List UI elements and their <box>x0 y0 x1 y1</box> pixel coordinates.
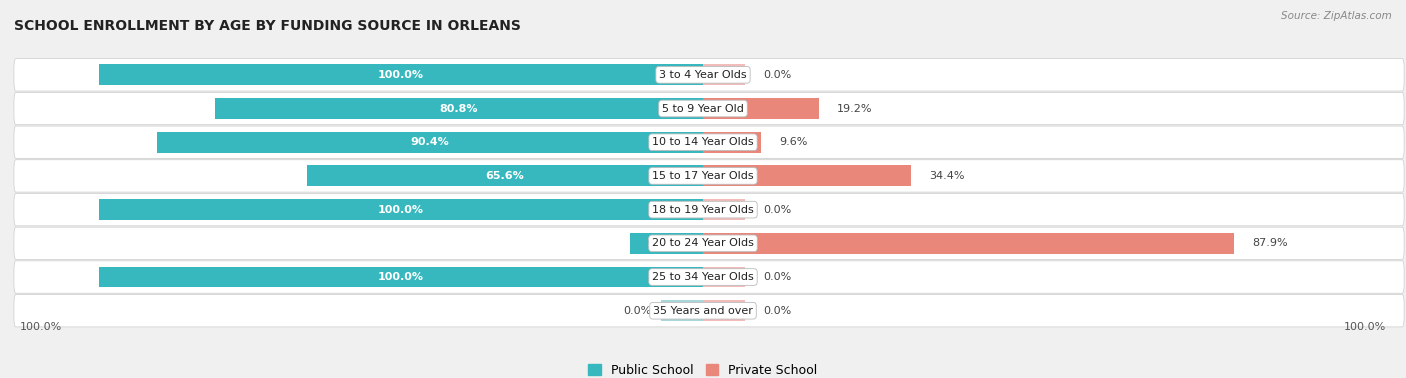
Text: 100.0%: 100.0% <box>378 70 423 80</box>
Text: 90.4%: 90.4% <box>411 137 449 147</box>
Bar <box>98 64 703 85</box>
FancyBboxPatch shape <box>14 294 1405 327</box>
FancyBboxPatch shape <box>14 92 1405 125</box>
Bar <box>703 166 911 186</box>
Text: 100.0%: 100.0% <box>378 204 423 215</box>
Text: 15 to 17 Year Olds: 15 to 17 Year Olds <box>652 171 754 181</box>
Text: 18 to 19 Year Olds: 18 to 19 Year Olds <box>652 204 754 215</box>
Text: 3 to 4 Year Olds: 3 to 4 Year Olds <box>659 70 747 80</box>
FancyBboxPatch shape <box>14 160 1405 192</box>
Text: 80.8%: 80.8% <box>440 104 478 113</box>
Bar <box>703 266 745 288</box>
Text: 100.0%: 100.0% <box>378 272 423 282</box>
FancyBboxPatch shape <box>14 227 1405 260</box>
Legend: Public School, Private School: Public School, Private School <box>588 364 818 377</box>
Text: 87.9%: 87.9% <box>1253 239 1288 248</box>
Text: 10 to 14 Year Olds: 10 to 14 Year Olds <box>652 137 754 147</box>
Text: 9.6%: 9.6% <box>779 137 807 147</box>
Bar <box>630 233 703 254</box>
Text: 0.0%: 0.0% <box>763 272 792 282</box>
Bar <box>703 132 761 153</box>
Text: 65.6%: 65.6% <box>485 171 524 181</box>
Text: 100.0%: 100.0% <box>20 322 62 332</box>
Text: 0.0%: 0.0% <box>763 204 792 215</box>
Text: 19.2%: 19.2% <box>837 104 873 113</box>
Bar <box>98 266 703 288</box>
FancyBboxPatch shape <box>14 261 1405 293</box>
Bar <box>703 233 1234 254</box>
Bar <box>703 199 745 220</box>
Text: 25 to 34 Year Olds: 25 to 34 Year Olds <box>652 272 754 282</box>
Bar <box>703 98 820 119</box>
FancyBboxPatch shape <box>14 194 1405 226</box>
Text: 12.1%: 12.1% <box>647 239 686 248</box>
Bar <box>661 300 703 321</box>
Text: 5 to 9 Year Old: 5 to 9 Year Old <box>662 104 744 113</box>
FancyBboxPatch shape <box>14 126 1405 158</box>
Text: 0.0%: 0.0% <box>763 70 792 80</box>
Text: 100.0%: 100.0% <box>1344 322 1386 332</box>
Bar <box>703 64 745 85</box>
Text: 20 to 24 Year Olds: 20 to 24 Year Olds <box>652 239 754 248</box>
Text: Source: ZipAtlas.com: Source: ZipAtlas.com <box>1281 11 1392 21</box>
Text: 35 Years and over: 35 Years and over <box>652 306 754 316</box>
Bar <box>98 199 703 220</box>
Text: 34.4%: 34.4% <box>929 171 965 181</box>
Bar <box>703 300 745 321</box>
Bar <box>307 166 703 186</box>
Text: 0.0%: 0.0% <box>623 306 651 316</box>
Bar <box>156 132 703 153</box>
Bar <box>215 98 703 119</box>
Text: 0.0%: 0.0% <box>763 306 792 316</box>
FancyBboxPatch shape <box>14 59 1405 91</box>
Text: SCHOOL ENROLLMENT BY AGE BY FUNDING SOURCE IN ORLEANS: SCHOOL ENROLLMENT BY AGE BY FUNDING SOUR… <box>14 19 522 33</box>
